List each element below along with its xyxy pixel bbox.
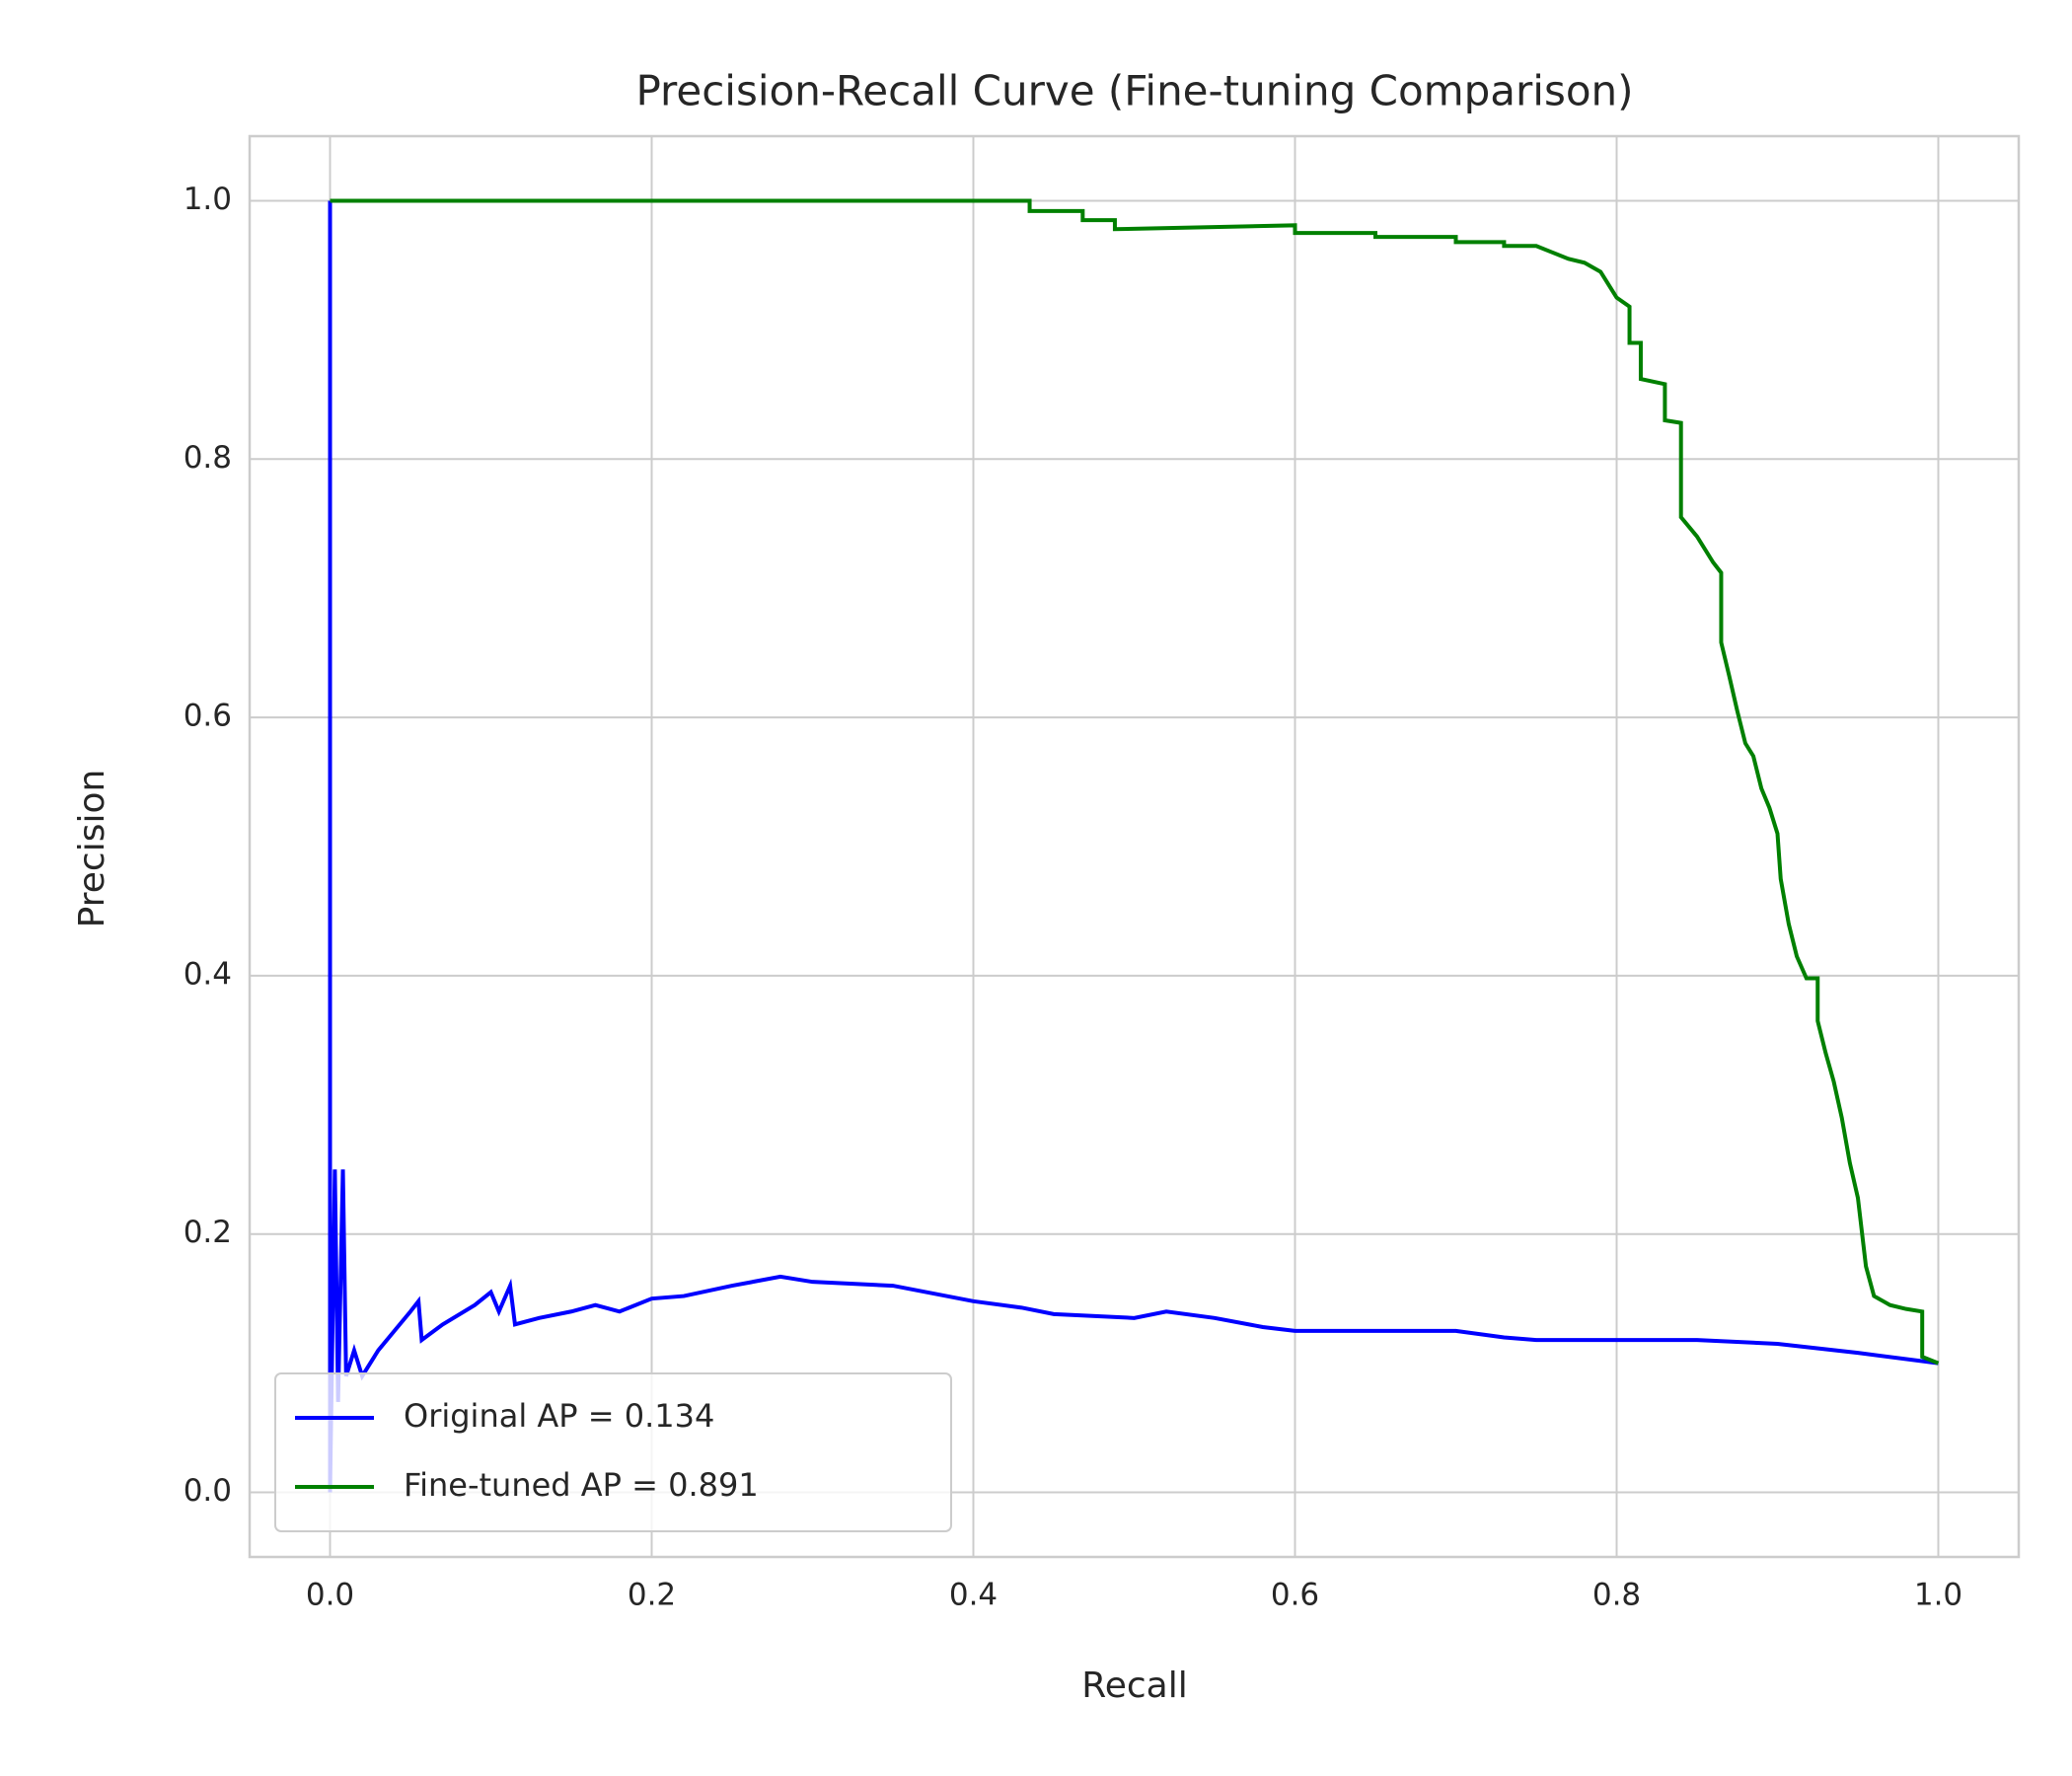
- legend-box: [274, 1372, 952, 1532]
- legend: Original AP = 0.134 Fine-tuned AP = 0.891: [274, 1372, 952, 1532]
- y-tick-label: 0.6: [184, 699, 232, 734]
- line: [328, 200, 1939, 1493]
- y-tick-label: 0.0: [184, 1473, 232, 1509]
- y-tick-label: 0.4: [184, 956, 232, 992]
- x-tick-label: 1.0: [1914, 1578, 1962, 1613]
- y-tick-label: 0.8: [184, 440, 232, 476]
- line: [330, 198, 1940, 1366]
- y-tick-label: 0.2: [184, 1215, 232, 1250]
- x-axis-label: Recall: [1081, 1665, 1187, 1706]
- legend-label: Original AP = 0.134: [404, 1397, 714, 1435]
- legend-label: Fine-tuned AP = 0.891: [404, 1466, 759, 1504]
- x-tick-label: 0.2: [628, 1578, 676, 1613]
- y-tick-label: 1.0: [184, 182, 232, 217]
- x-tick-label: 0.0: [306, 1578, 354, 1613]
- plot-frame: [248, 134, 2021, 1559]
- x-tick-label: 0.4: [949, 1578, 998, 1613]
- y-axis-label: Precision: [72, 770, 112, 928]
- chart-title: Precision-Recall Curve (Fine-tuning Comp…: [635, 67, 1633, 115]
- x-tick-label: 0.8: [1592, 1578, 1641, 1613]
- x-tick-label: 0.6: [1271, 1578, 1319, 1613]
